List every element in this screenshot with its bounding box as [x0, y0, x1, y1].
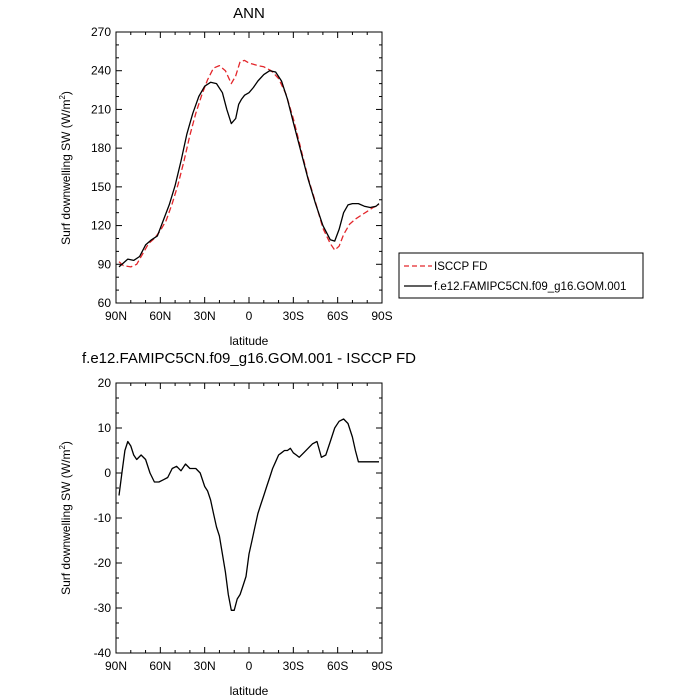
y-tick-label: -10 [94, 511, 112, 525]
y-tick-label: 20 [98, 376, 112, 390]
y-tick-label: 60 [98, 296, 112, 310]
x-tick-label: 30S [283, 309, 304, 323]
y-axis-label-main: Surf downwelling SW (W/m [59, 100, 73, 245]
y-tick-label: -30 [94, 601, 112, 615]
legend: ISCCP FD f.e12.FAMIPC5CN.f09_g16.GOM.001 [398, 252, 644, 299]
y-tick-label: 180 [91, 141, 111, 155]
x-tick-label: 60S [327, 659, 348, 673]
y-tick-label: -20 [94, 556, 112, 570]
x-axis-label: latitude [230, 334, 269, 348]
x-axis-label: latitude [230, 684, 269, 698]
series-line-isccp-fd [118, 59, 380, 268]
y-tick-label: 240 [91, 64, 111, 78]
x-tick-label: 60N [149, 659, 171, 673]
y-tick-label: 210 [91, 102, 111, 116]
y-axis-label: Surf downwelling SW (W/m2) [58, 441, 73, 595]
x-tick-label: 90N [105, 659, 127, 673]
y-axis-label-superscript: 2 [58, 445, 67, 450]
plot-frame [115, 31, 383, 304]
x-tick-label: 0 [246, 309, 253, 323]
x-tick-label: 90S [371, 659, 392, 673]
legend-box [398, 252, 644, 299]
y-tick-label: 0 [104, 466, 111, 480]
chart-panel-difference: f.e12.FAMIPC5CN.f09_g16.GOM.001 - ISCCP … [58, 350, 416, 698]
y-axis-label-main: Surf downwelling SW (W/m [59, 450, 73, 595]
y-axis-label: Surf downwelling SW (W/m2) [58, 91, 73, 245]
legend-label-isccp: ISCCP FD [434, 261, 487, 273]
y-tick-label: -40 [94, 646, 112, 660]
y-axis-label-end: ) [59, 91, 73, 95]
y-tick-label: 10 [98, 421, 112, 435]
axis-ticks: 60 90 120 150 180 210 240 270 90N 60N 30N 0 30S 60S 90… [91, 25, 393, 323]
chart-title: f.e12.FAMIPC5CN.f09_g16.GOM.001 - ISCCP … [82, 350, 416, 367]
y-tick-label: 120 [91, 219, 111, 233]
x-tick-label: 60N [149, 309, 171, 323]
chart-title: ANN [233, 5, 265, 22]
data-lines [118, 59, 380, 268]
y-axis-label-end: ) [59, 441, 73, 445]
series-line-difference [118, 418, 379, 611]
plot-frame [115, 382, 383, 654]
x-tick-label: 90S [371, 309, 392, 323]
x-tick-label: 90N [105, 309, 127, 323]
x-tick-label: 0 [246, 659, 253, 673]
x-tick-label: 30S [283, 659, 304, 673]
y-axis-label-superscript: 2 [58, 95, 67, 100]
series-line-f-e12-famipc5cn-f09-g16-gom-001 [118, 70, 380, 268]
y-tick-label: 150 [91, 180, 111, 194]
axis-ticks: -40 -30 -20 -10 0 10 20 90N 60N 30N 0 30S 60S 90S [94, 376, 393, 673]
x-tick-label: 30N [194, 659, 216, 673]
x-tick-label: 60S [327, 309, 348, 323]
data-lines [118, 418, 379, 611]
y-tick-label: 270 [91, 25, 111, 39]
legend-label-model: f.e12.FAMIPC5CN.f09_g16.GOM.001 [434, 281, 626, 293]
x-tick-label: 30N [194, 309, 216, 323]
y-tick-label: 90 [98, 257, 112, 271]
